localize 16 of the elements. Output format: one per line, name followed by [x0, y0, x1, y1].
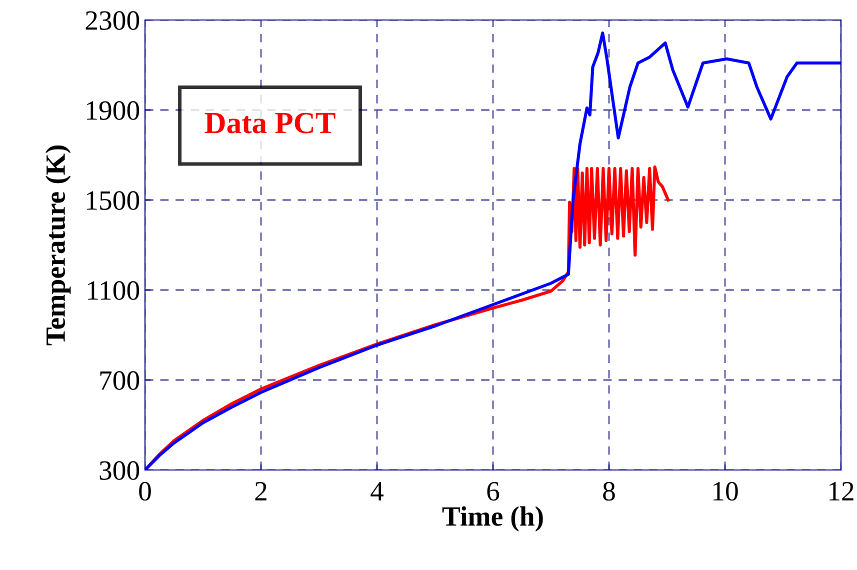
y-tick-label: 2300 [86, 11, 140, 30]
y-tick-label: 1900 [87, 101, 140, 120]
y-axis-title: Temperature (K) [46, 146, 71, 346]
x-tick-label: 12 [830, 482, 854, 500]
y-tick-label: 300 [100, 461, 140, 480]
y-tick-label: 1100 [88, 281, 140, 300]
text: Data PCT [204, 112, 336, 134]
x-tick-label: 10 [714, 482, 738, 501]
y-tick-label: 700 [100, 371, 140, 390]
x-tick-label: 8 [603, 482, 615, 501]
x-tick-label: 4 [370, 482, 384, 500]
x-axis-title: Time (h) [442, 506, 543, 532]
x-tick-label: 2 [255, 482, 266, 500]
x-tick-label: 0 [139, 482, 151, 501]
y-tick-label: 1500 [87, 191, 140, 210]
x-tick-label: 6 [487, 482, 500, 501]
